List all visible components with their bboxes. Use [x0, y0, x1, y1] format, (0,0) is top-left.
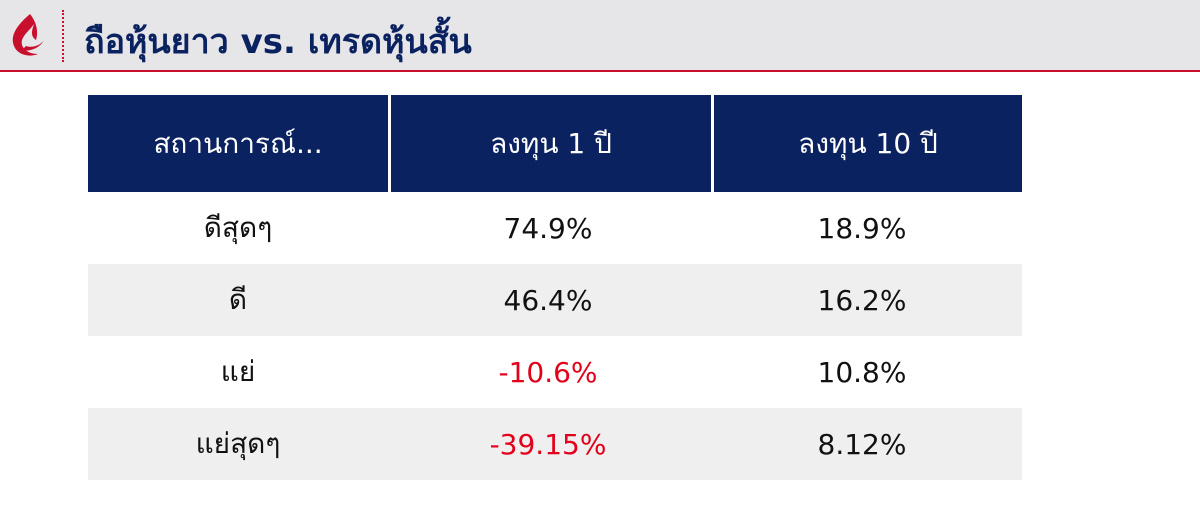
value-cell: 10.8% [817, 355, 907, 389]
header-bar: ถือหุ้นยาว vs. เทรดหุ้นสั้น [0, 0, 1200, 72]
row-label: ดี [228, 283, 248, 316]
value-cell: -10.6% [498, 355, 598, 389]
title: ถือหุ้นยาว vs. เทรดหุ้นสั้น [84, 22, 472, 62]
table-row: ดี 46.4% 16.2% [88, 264, 1022, 336]
value-cell: 74.9% [503, 211, 593, 245]
value-cell: 18.9% [817, 211, 907, 245]
value-cell: -39.15% [489, 427, 607, 461]
table-row: แย่สุดๆ -39.15% 8.12% [88, 408, 1022, 480]
separator [62, 10, 64, 62]
header-row: สถานการณ์... ลงทุน 1 ปี ลงทุน 10 ปี [88, 95, 1022, 192]
row-label: แย่สุดๆ [195, 427, 281, 460]
value-cell: 8.12% [817, 427, 907, 461]
table-row: ดีสุดๆ 74.9% 18.9% [88, 192, 1022, 264]
row-label: ดีสุดๆ [203, 211, 273, 244]
column-header: ลงทุน 10 ปี [714, 95, 1022, 192]
value-cell: 16.2% [817, 283, 907, 317]
logo [12, 14, 44, 56]
column-header: ลงทุน 1 ปี [391, 95, 711, 192]
table: สถานการณ์... ลงทุน 1 ปี ลงทุน 10 ปีดีสุดๆ 7… [88, 95, 1022, 480]
table-row: แย่ -10.6% 10.8% [88, 336, 1022, 408]
row-label: แย่ [220, 355, 256, 388]
value-cell: 46.4% [503, 283, 593, 317]
column-header: สถานการณ์... [88, 95, 388, 192]
